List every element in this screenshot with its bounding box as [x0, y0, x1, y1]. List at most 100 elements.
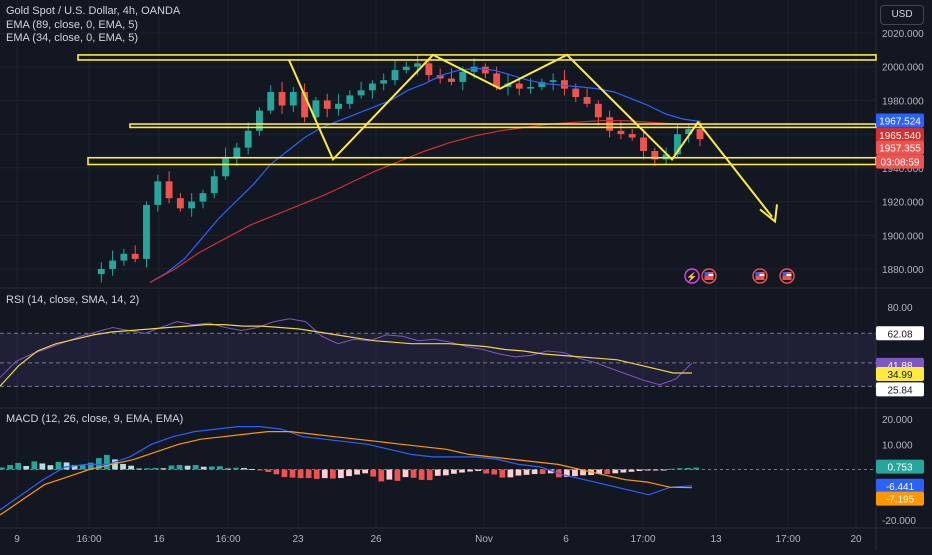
candle-down [131, 253, 139, 259]
macd-line [0, 426, 693, 511]
macd-histogram-bar [467, 469, 473, 472]
macd-histogram-bar [241, 467, 247, 470]
us-flag-icon[interactable] [752, 268, 768, 284]
axis-badges: 1967.524 1965.540 1957.355 03:08:59 62.08 41.… [876, 113, 924, 506]
time-tick-label: 9 [14, 534, 20, 545]
macd-histogram-bar [523, 469, 530, 475]
candle-down [640, 137, 647, 151]
candle-down [617, 130, 625, 135]
ema89-legend[interactable]: EMA (89, close, 0, EMA, 5) [6, 19, 139, 31]
ema89-badge-bg [876, 127, 924, 142]
macd-histogram-bar [192, 464, 199, 470]
time-tick-label: 13 [710, 534, 722, 545]
signal-line-badge: -7.195 [886, 495, 915, 506]
price-tick-label: 2000.000 [882, 63, 924, 74]
lightning-icon[interactable]: ⚡ [684, 268, 700, 284]
macd-histogram-bar [418, 469, 425, 480]
macd-histogram-bar [136, 468, 143, 470]
macd-histogram-bar [289, 469, 296, 478]
candle-up [538, 81, 546, 87]
candle-up [368, 83, 376, 91]
macd-histogram-bar [660, 469, 667, 471]
candle-up [244, 130, 252, 148]
ema34-badge-bg [876, 113, 924, 128]
ema89-line [149, 120, 701, 284]
event-markers: ⚡ [684, 268, 795, 284]
macd-histogram-bar [483, 469, 490, 474]
macd-histogram-bar [160, 468, 167, 470]
indicator-lines [0, 67, 701, 516]
macd-histogram-bar [152, 467, 159, 470]
candle-down [561, 80, 568, 89]
currency-button[interactable]: USD [880, 5, 924, 25]
candle-down [515, 83, 523, 89]
time-tick-label: 6 [563, 534, 569, 545]
candle-down [583, 97, 591, 104]
macd-histogram-bar [685, 467, 691, 470]
last-price-badge: 1957.355 [879, 144, 921, 155]
macd-histogram-bar [394, 469, 401, 481]
macd-histogram-bar [184, 465, 191, 470]
ema89-badge: 1965.540 [879, 131, 921, 142]
macd-histogram-bar [386, 469, 393, 480]
symbol-title[interactable]: Gold Spot / U.S. Dollar, 4h, OANDA [6, 5, 181, 17]
ema34-legend[interactable]: EMA (34, close, 0, EMA, 5) [6, 32, 139, 44]
time-tick-label: 26 [370, 534, 382, 545]
price-tick-label: 1920.000 [882, 198, 924, 209]
macd-histogram-bar [233, 467, 239, 470]
countdown-badge-bg [876, 154, 924, 169]
macd-histogram-bar [547, 469, 554, 474]
rsi-upper-badge: 62.08 [887, 329, 912, 340]
candle-down [493, 73, 501, 87]
macd-histogram-bar [265, 469, 272, 473]
us-flag-icon[interactable] [701, 268, 717, 284]
macd-histogram-bar [636, 469, 643, 472]
macd-histogram-bar [612, 469, 619, 474]
candle-down [628, 134, 636, 138]
us-flag-icon[interactable] [779, 268, 795, 284]
candle-up [357, 90, 365, 96]
macd-histogram-bar [515, 469, 522, 476]
candle-down [176, 198, 184, 209]
macd-histogram-bar [305, 469, 312, 479]
rsi-legend[interactable]: RSI (14, close, SMA, 14, 2) [6, 294, 140, 306]
macd-histogram-bar [620, 469, 627, 473]
macd-histogram-bar [580, 469, 586, 476]
macd-histogram-bar [507, 469, 514, 478]
price-tick-label: 1880.000 [882, 265, 924, 276]
candle-down [425, 63, 433, 76]
candle-up [335, 103, 342, 109]
macd-line-badge: -6.441 [886, 482, 915, 493]
signal-line [0, 431, 693, 516]
candles [97, 54, 704, 283]
macd-legend[interactable]: MACD (12, 26, close, 9, EMA, EMA) [6, 413, 184, 425]
rsi-lower-badge-bg [876, 382, 924, 397]
macd-histogram-bar [434, 469, 441, 476]
signal-line-badge-bg [876, 491, 924, 506]
price-axis: 2020.0002000.0001980.0001960.0001940.000… [882, 29, 924, 527]
candle-up [199, 193, 207, 202]
macd-histogram-bar [47, 465, 54, 470]
macd-histogram-bar [176, 464, 183, 470]
candle-up [662, 154, 670, 160]
flag-canton [755, 272, 760, 276]
macd-histogram-bar [572, 469, 578, 477]
time-tick-label: 20 [850, 534, 862, 545]
macd-histogram-bar [491, 469, 498, 475]
macd-line-badge-bg [876, 478, 924, 493]
candle-up [549, 80, 557, 82]
rsi-lower-badge: 25.84 [887, 385, 912, 396]
candle-up [685, 129, 693, 135]
candle-up [414, 63, 422, 67]
price-tick-label: 2020.000 [882, 29, 924, 40]
macd-histogram-bar [668, 468, 675, 470]
candle-up [97, 269, 105, 275]
candle-up [380, 80, 388, 84]
macd-histogram-bar [652, 469, 659, 471]
time-axis: 9 16:00 16 16:00 23 26 Nov 6 17:00 13 17:00 20 [14, 534, 862, 545]
rsi-ma-badge-bg [876, 367, 924, 382]
candle-up [222, 157, 229, 177]
rsi-ma-badge: 34.99 [887, 370, 912, 381]
